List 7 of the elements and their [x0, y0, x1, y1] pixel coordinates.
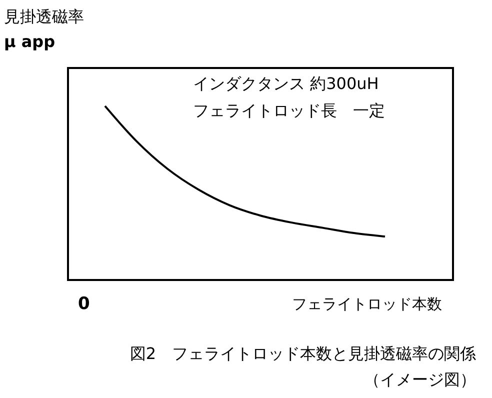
- text: 0: [78, 294, 90, 314]
- text: インダクタンス 約300uH: [193, 74, 379, 93]
- y-axis-title: 見掛透磁率 μ app: [4, 7, 84, 51]
- caption: 図2 フェライトロッド本数と見掛透磁率の関係: [130, 344, 476, 363]
- x-axis-title: フェライトロッド本数: [292, 295, 442, 313]
- annotation: フェライトロッド長 一定: [193, 101, 385, 120]
- text: （イメージ図）: [364, 370, 476, 389]
